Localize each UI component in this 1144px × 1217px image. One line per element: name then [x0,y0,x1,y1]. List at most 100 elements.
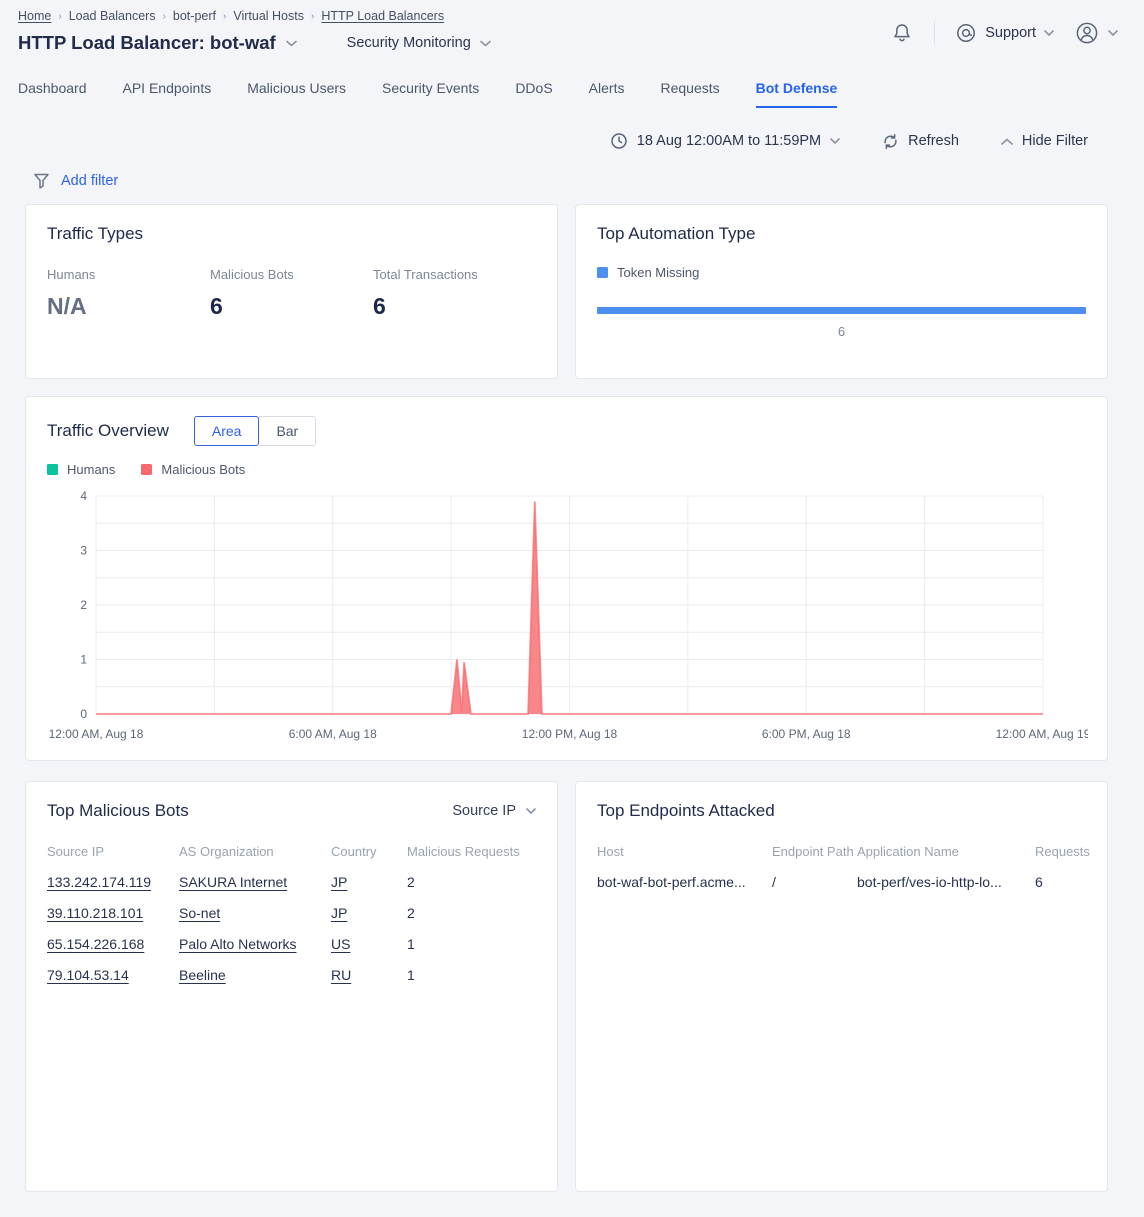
y-tick-label: 1 [80,653,87,667]
top-malicious-bots-title: Top Malicious Bots [47,801,189,821]
malicious-bots-table: Source IPAS OrganizationCountryMalicious… [47,844,536,990]
stat-humans: HumansN/A [47,267,210,320]
automation-bar[interactable] [597,307,1086,314]
table-cell: / [772,874,776,890]
tab-api-endpoints[interactable]: API Endpoints [123,80,212,108]
token-missing-swatch [597,267,608,278]
legend-humans[interactable]: Humans [47,462,115,477]
traffic-types-card: Traffic Types HumansN/AMalicious Bots 6To… [25,204,558,379]
add-filter-button[interactable]: Add filter [0,150,1144,189]
traffic-overview-legend: Humans Malicious Bots [47,462,1086,477]
traffic-overview-card: Traffic Overview Area Bar HumansMaliciou… [25,396,1108,761]
column-header-host: Host [597,844,772,859]
traffic-types-title: Traffic Types [47,224,536,244]
refresh-icon [882,133,899,150]
clock-icon [610,132,628,150]
tab-malicious-users[interactable]: Malicious Users [247,80,346,108]
column-header-application-name: Application Name [857,844,1035,859]
breadcrumb-item-virtual-hosts[interactable]: Virtual Hosts [233,9,304,23]
table-row: bot-waf-bot-perf.acme.../bot-perf/ves-io… [597,866,1086,897]
tab-ddos[interactable]: DDoS [515,80,552,108]
automation-bar-chart [597,307,1086,314]
breadcrumb-item-bot-perf[interactable]: bot-perf [173,9,216,23]
hide-filter-button[interactable]: Hide Filter [1001,133,1088,149]
notifications-bell-icon[interactable] [890,21,914,45]
breadcrumb-item-home[interactable]: Home [18,9,51,23]
support-menu[interactable]: Support [955,22,1054,44]
table-header-row: HostEndpoint PathApplication NameRequest… [597,844,1086,866]
top-endpoints-title: Top Endpoints Attacked [597,801,775,821]
table-cell: bot-waf-bot-perf.acme... [597,874,746,890]
date-range-label: 18 Aug 12:00AM to 11:59PM [637,133,821,149]
tab-requests[interactable]: Requests [660,80,719,108]
refresh-button[interactable]: Refresh [882,133,959,150]
automation-bar-value: 6 [597,324,1086,339]
context-select-label: Security Monitoring [347,35,471,51]
y-tick-label: 3 [80,544,87,558]
page-title: HTTP Load Balancer: bot-waf [18,32,297,54]
table-cell: 6 [1035,874,1043,890]
funnel-filter-icon [33,173,50,189]
stat-malicious-bots: Malicious Bots 6 [210,267,373,320]
table-cell-link[interactable]: Palo Alto Networks [179,936,297,952]
automation-legend: Token Missing [597,265,1086,280]
top-endpoints-card: Top Endpoints Attacked HostEndpoint Path… [575,781,1108,1192]
table-cell-link[interactable]: RU [331,967,351,983]
table-cell-link[interactable]: US [331,936,350,952]
table-cell-link[interactable]: Beeline [179,967,226,983]
table-cell-link[interactable]: 79.104.53.14 [47,967,129,983]
tab-alerts[interactable]: Alerts [589,80,625,108]
account-avatar-icon [1074,20,1100,46]
table-cell-link[interactable]: 39.110.218.101 [47,905,143,921]
toggle-area-button[interactable]: Area [194,416,260,446]
hide-filter-label: Hide Filter [1022,133,1088,149]
breadcrumb: Home›Load Balancers›bot-perf›Virtual Hos… [18,8,491,24]
x-tick-label: 12:00 PM, Aug 18 [522,727,618,741]
breadcrumb-item-load-balancers[interactable]: Load Balancers [69,9,156,23]
chart-type-toggle: Area Bar [194,416,316,446]
x-tick-label: 12:00 AM, Aug 19 [996,727,1088,741]
table-cell-link[interactable]: So-net [179,905,220,921]
table-cell-link[interactable]: 65.154.226.168 [47,936,144,952]
tab-dashboard[interactable]: Dashboard [18,80,87,108]
header-divider [934,21,935,45]
group-by-selector-label: Source IP [452,803,516,819]
table-cell-link[interactable]: JP [331,874,347,890]
x-tick-label: 6:00 PM, Aug 18 [762,727,851,741]
stat-label: Malicious Bots [210,267,373,282]
chevron-up-icon [1001,138,1013,145]
breadcrumb-item-http-load-balancers[interactable]: HTTP Load Balancers [321,9,444,23]
y-tick-label: 2 [80,598,87,612]
table-row: 79.104.53.14BeelineRU1 [47,959,536,990]
chevron-down-icon [526,808,536,814]
page-title-text: HTTP Load Balancer: bot-waf [18,32,276,54]
table-cell-link[interactable]: SAKURA Internet [179,874,287,890]
chevron-down-icon[interactable] [286,40,297,47]
y-tick-label: 4 [80,489,87,503]
stat-value: 6 [210,293,373,320]
stat-label: Total Transactions [373,267,536,282]
top-automation-title: Top Automation Type [597,224,1086,244]
legend-malicious-bots[interactable]: Malicious Bots [141,462,245,477]
date-range-picker[interactable]: 18 Aug 12:00AM to 11:59PM [610,132,840,150]
breadcrumb-separator: › [163,11,166,22]
table-cell: 2 [407,874,415,890]
security-monitoring-select[interactable]: Security Monitoring [347,35,491,51]
stat-total-transactions: Total Transactions6 [373,267,536,320]
endpoints-table: HostEndpoint PathApplication NameRequest… [597,844,1086,897]
table-cell-link[interactable]: 133.242.174.119 [47,874,151,890]
tab-security-events[interactable]: Security Events [382,80,479,108]
chevron-down-icon [830,138,840,144]
table-cell: 2 [407,905,415,921]
breadcrumb-separator: › [58,11,61,22]
table-cell-link[interactable]: JP [331,905,347,921]
chevron-down-icon [1108,30,1118,36]
table-row: 65.154.226.168Palo Alto NetworksUS1 [47,928,536,959]
account-menu[interactable] [1074,20,1118,46]
column-header-requests: Requests [1035,844,1090,859]
group-by-selector[interactable]: Source IP [452,803,536,819]
toggle-bar-button[interactable]: Bar [259,416,316,446]
y-tick-label: 0 [80,707,87,721]
legend-swatch [47,464,58,475]
tab-bot-defense[interactable]: Bot Defense [756,80,838,108]
